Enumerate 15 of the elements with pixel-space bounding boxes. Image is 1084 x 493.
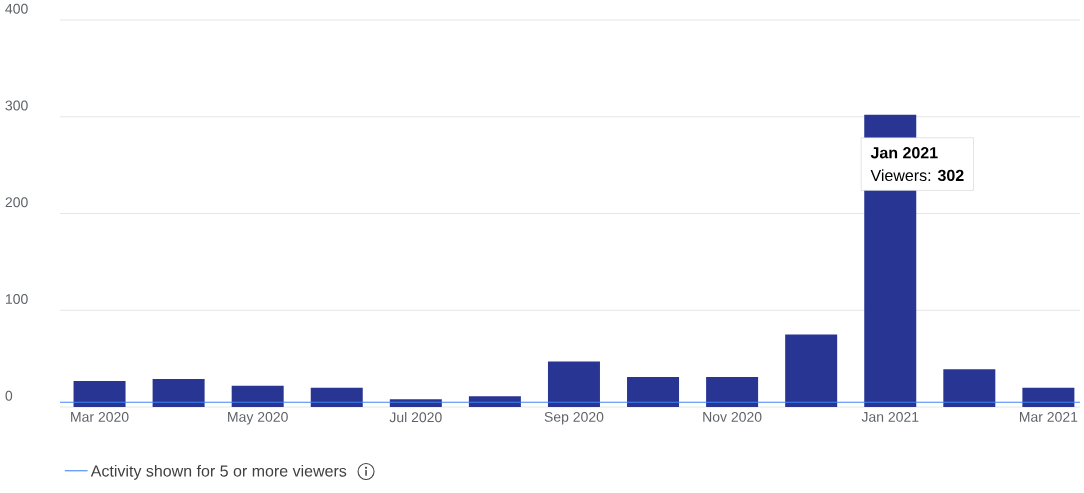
legend-label: Activity shown for 5 or more viewers bbox=[90, 464, 347, 480]
x-tick-label: Mar 2021 bbox=[1019, 411, 1078, 422]
annotation: Jan 2021 bbox=[870, 147, 938, 159]
x-tick-label: May 2020 bbox=[228, 411, 288, 425]
annotation: Viewers: 302 bbox=[870, 169, 964, 182]
x-tick-label: Sep 2020 bbox=[544, 411, 604, 425]
y-tick-label: 100 bbox=[6, 294, 28, 304]
x-tick-label: Nov 2020 bbox=[703, 411, 762, 422]
y-tick-label: 300 bbox=[5, 100, 28, 111]
x-tick-label: Mar 2020 bbox=[71, 411, 129, 422]
x-tick-label: Jan 2021 bbox=[861, 411, 919, 422]
y-tick-label: 200 bbox=[5, 197, 28, 208]
y-tick-label: 400 bbox=[5, 3, 28, 14]
x-tick-label: Jul 2020 bbox=[389, 411, 442, 423]
y-tick-label: 0 bbox=[5, 390, 13, 401]
